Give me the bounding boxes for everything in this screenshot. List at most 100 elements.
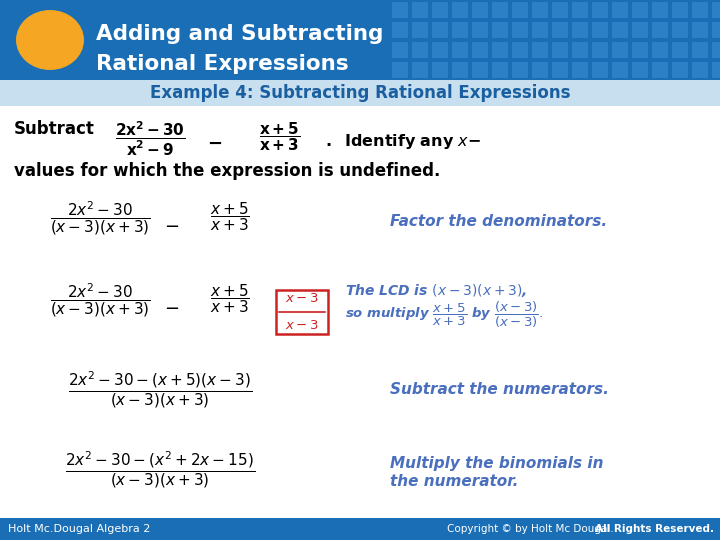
Ellipse shape: [16, 10, 84, 70]
Text: $\mathbf{-}$: $\mathbf{-}$: [207, 134, 222, 152]
Text: $\dfrac{x + 5}{x + 3}$: $\dfrac{x + 5}{x + 3}$: [210, 282, 250, 315]
Bar: [712, 42, 720, 58]
Bar: [432, 62, 448, 78]
Text: Subtract the numerators.: Subtract the numerators.: [390, 382, 609, 397]
Text: Holt Mc.Dougal Algebra 2: Holt Mc.Dougal Algebra 2: [8, 524, 150, 534]
Text: Copyright © by Holt Mc Dougal.: Copyright © by Holt Mc Dougal.: [447, 524, 617, 534]
Bar: [532, 62, 548, 78]
Bar: [432, 42, 448, 58]
Bar: [0, 518, 720, 540]
Bar: [276, 290, 328, 334]
Bar: [0, 80, 720, 106]
Bar: [412, 22, 428, 38]
Text: The LCD is $(x - 3)(x + 3)$,: The LCD is $(x - 3)(x + 3)$,: [345, 282, 527, 299]
Text: $\mathbf{\dfrac{2x^2 - 30}{x^2 - 9}}$: $\mathbf{\dfrac{2x^2 - 30}{x^2 - 9}}$: [114, 120, 185, 158]
Bar: [392, 42, 408, 58]
Bar: [672, 2, 688, 18]
Text: $x - 3$: $x - 3$: [285, 319, 319, 332]
Bar: [512, 62, 528, 78]
Bar: [692, 22, 708, 38]
Bar: [552, 22, 568, 38]
Bar: [572, 22, 588, 38]
Text: $\dfrac{2x^2 - 30 - (x + 5)(x - 3)}{(x - 3)(x + 3)}$: $\dfrac{2x^2 - 30 - (x + 5)(x - 3)}{(x -…: [68, 370, 252, 410]
Bar: [492, 2, 508, 18]
Bar: [652, 42, 668, 58]
Bar: [592, 2, 608, 18]
Bar: [392, 62, 408, 78]
Bar: [652, 22, 668, 38]
Bar: [412, 42, 428, 58]
Bar: [612, 42, 628, 58]
Text: $-$: $-$: [164, 216, 179, 234]
Text: All Rights Reserved.: All Rights Reserved.: [595, 524, 714, 534]
Bar: [592, 42, 608, 58]
Bar: [692, 62, 708, 78]
Bar: [472, 2, 488, 18]
Bar: [472, 42, 488, 58]
Bar: [532, 2, 548, 18]
Bar: [452, 42, 468, 58]
Text: Subtract: Subtract: [14, 120, 95, 138]
Bar: [432, 2, 448, 18]
Bar: [612, 22, 628, 38]
Text: Factor the denominators.: Factor the denominators.: [390, 214, 607, 229]
Text: Multiply the binomials in: Multiply the binomials in: [390, 456, 603, 471]
Text: so multiply $\dfrac{x + 5}{x + 3}$ by $\dfrac{(x - 3)}{(x - 3)}.$: so multiply $\dfrac{x + 5}{x + 3}$ by $\…: [345, 300, 544, 330]
Bar: [452, 2, 468, 18]
Text: $\dfrac{2x^2 - 30}{(x-3)(x+3)}$: $\dfrac{2x^2 - 30}{(x-3)(x+3)}$: [50, 282, 150, 320]
Text: $\dfrac{x + 5}{x + 3}$: $\dfrac{x + 5}{x + 3}$: [210, 200, 250, 233]
Bar: [632, 42, 648, 58]
Bar: [632, 2, 648, 18]
Bar: [652, 2, 668, 18]
Bar: [472, 22, 488, 38]
Bar: [532, 42, 548, 58]
Bar: [612, 62, 628, 78]
Bar: [672, 62, 688, 78]
Bar: [532, 22, 548, 38]
Bar: [492, 22, 508, 38]
Bar: [572, 42, 588, 58]
Text: values for which the expression is undefined.: values for which the expression is undef…: [14, 162, 441, 180]
Text: Rational Expressions: Rational Expressions: [96, 54, 348, 74]
Text: Example 4: Subtracting Rational Expressions: Example 4: Subtracting Rational Expressi…: [150, 84, 570, 102]
Bar: [712, 62, 720, 78]
Bar: [672, 22, 688, 38]
Bar: [492, 62, 508, 78]
Bar: [632, 22, 648, 38]
Bar: [512, 22, 528, 38]
Bar: [452, 62, 468, 78]
Bar: [592, 22, 608, 38]
Bar: [412, 62, 428, 78]
Bar: [552, 42, 568, 58]
Bar: [512, 42, 528, 58]
Bar: [572, 62, 588, 78]
Bar: [712, 2, 720, 18]
Bar: [672, 42, 688, 58]
Bar: [592, 62, 608, 78]
Bar: [512, 2, 528, 18]
Bar: [692, 42, 708, 58]
Text: $-$: $-$: [164, 298, 179, 316]
Bar: [552, 62, 568, 78]
Bar: [392, 2, 408, 18]
Text: $\dfrac{2x^2 - 30}{(x-3)(x+3)}$: $\dfrac{2x^2 - 30}{(x-3)(x+3)}$: [50, 200, 150, 238]
Bar: [692, 2, 708, 18]
Bar: [572, 2, 588, 18]
Bar: [632, 62, 648, 78]
Bar: [712, 22, 720, 38]
Bar: [412, 2, 428, 18]
Bar: [492, 42, 508, 58]
Bar: [612, 2, 628, 18]
Bar: [472, 62, 488, 78]
Bar: [552, 2, 568, 18]
Text: $\dfrac{2x^2 - 30 - (x^2 + 2x - 15)}{(x - 3)(x + 3)}$: $\dfrac{2x^2 - 30 - (x^2 + 2x - 15)}{(x …: [65, 450, 255, 490]
Text: the numerator.: the numerator.: [390, 474, 518, 489]
Text: $x - 3$: $x - 3$: [285, 292, 319, 305]
Text: Adding and Subtracting: Adding and Subtracting: [96, 24, 383, 44]
Text: $\mathbf{.\ \ Identify\ any\ }$$\mathbf{\mathit{x}}$$\mathbf{-}$: $\mathbf{.\ \ Identify\ any\ }$$\mathbf{…: [325, 132, 481, 151]
Bar: [432, 22, 448, 38]
Bar: [652, 62, 668, 78]
Bar: [0, 0, 720, 80]
Bar: [452, 22, 468, 38]
Bar: [392, 22, 408, 38]
